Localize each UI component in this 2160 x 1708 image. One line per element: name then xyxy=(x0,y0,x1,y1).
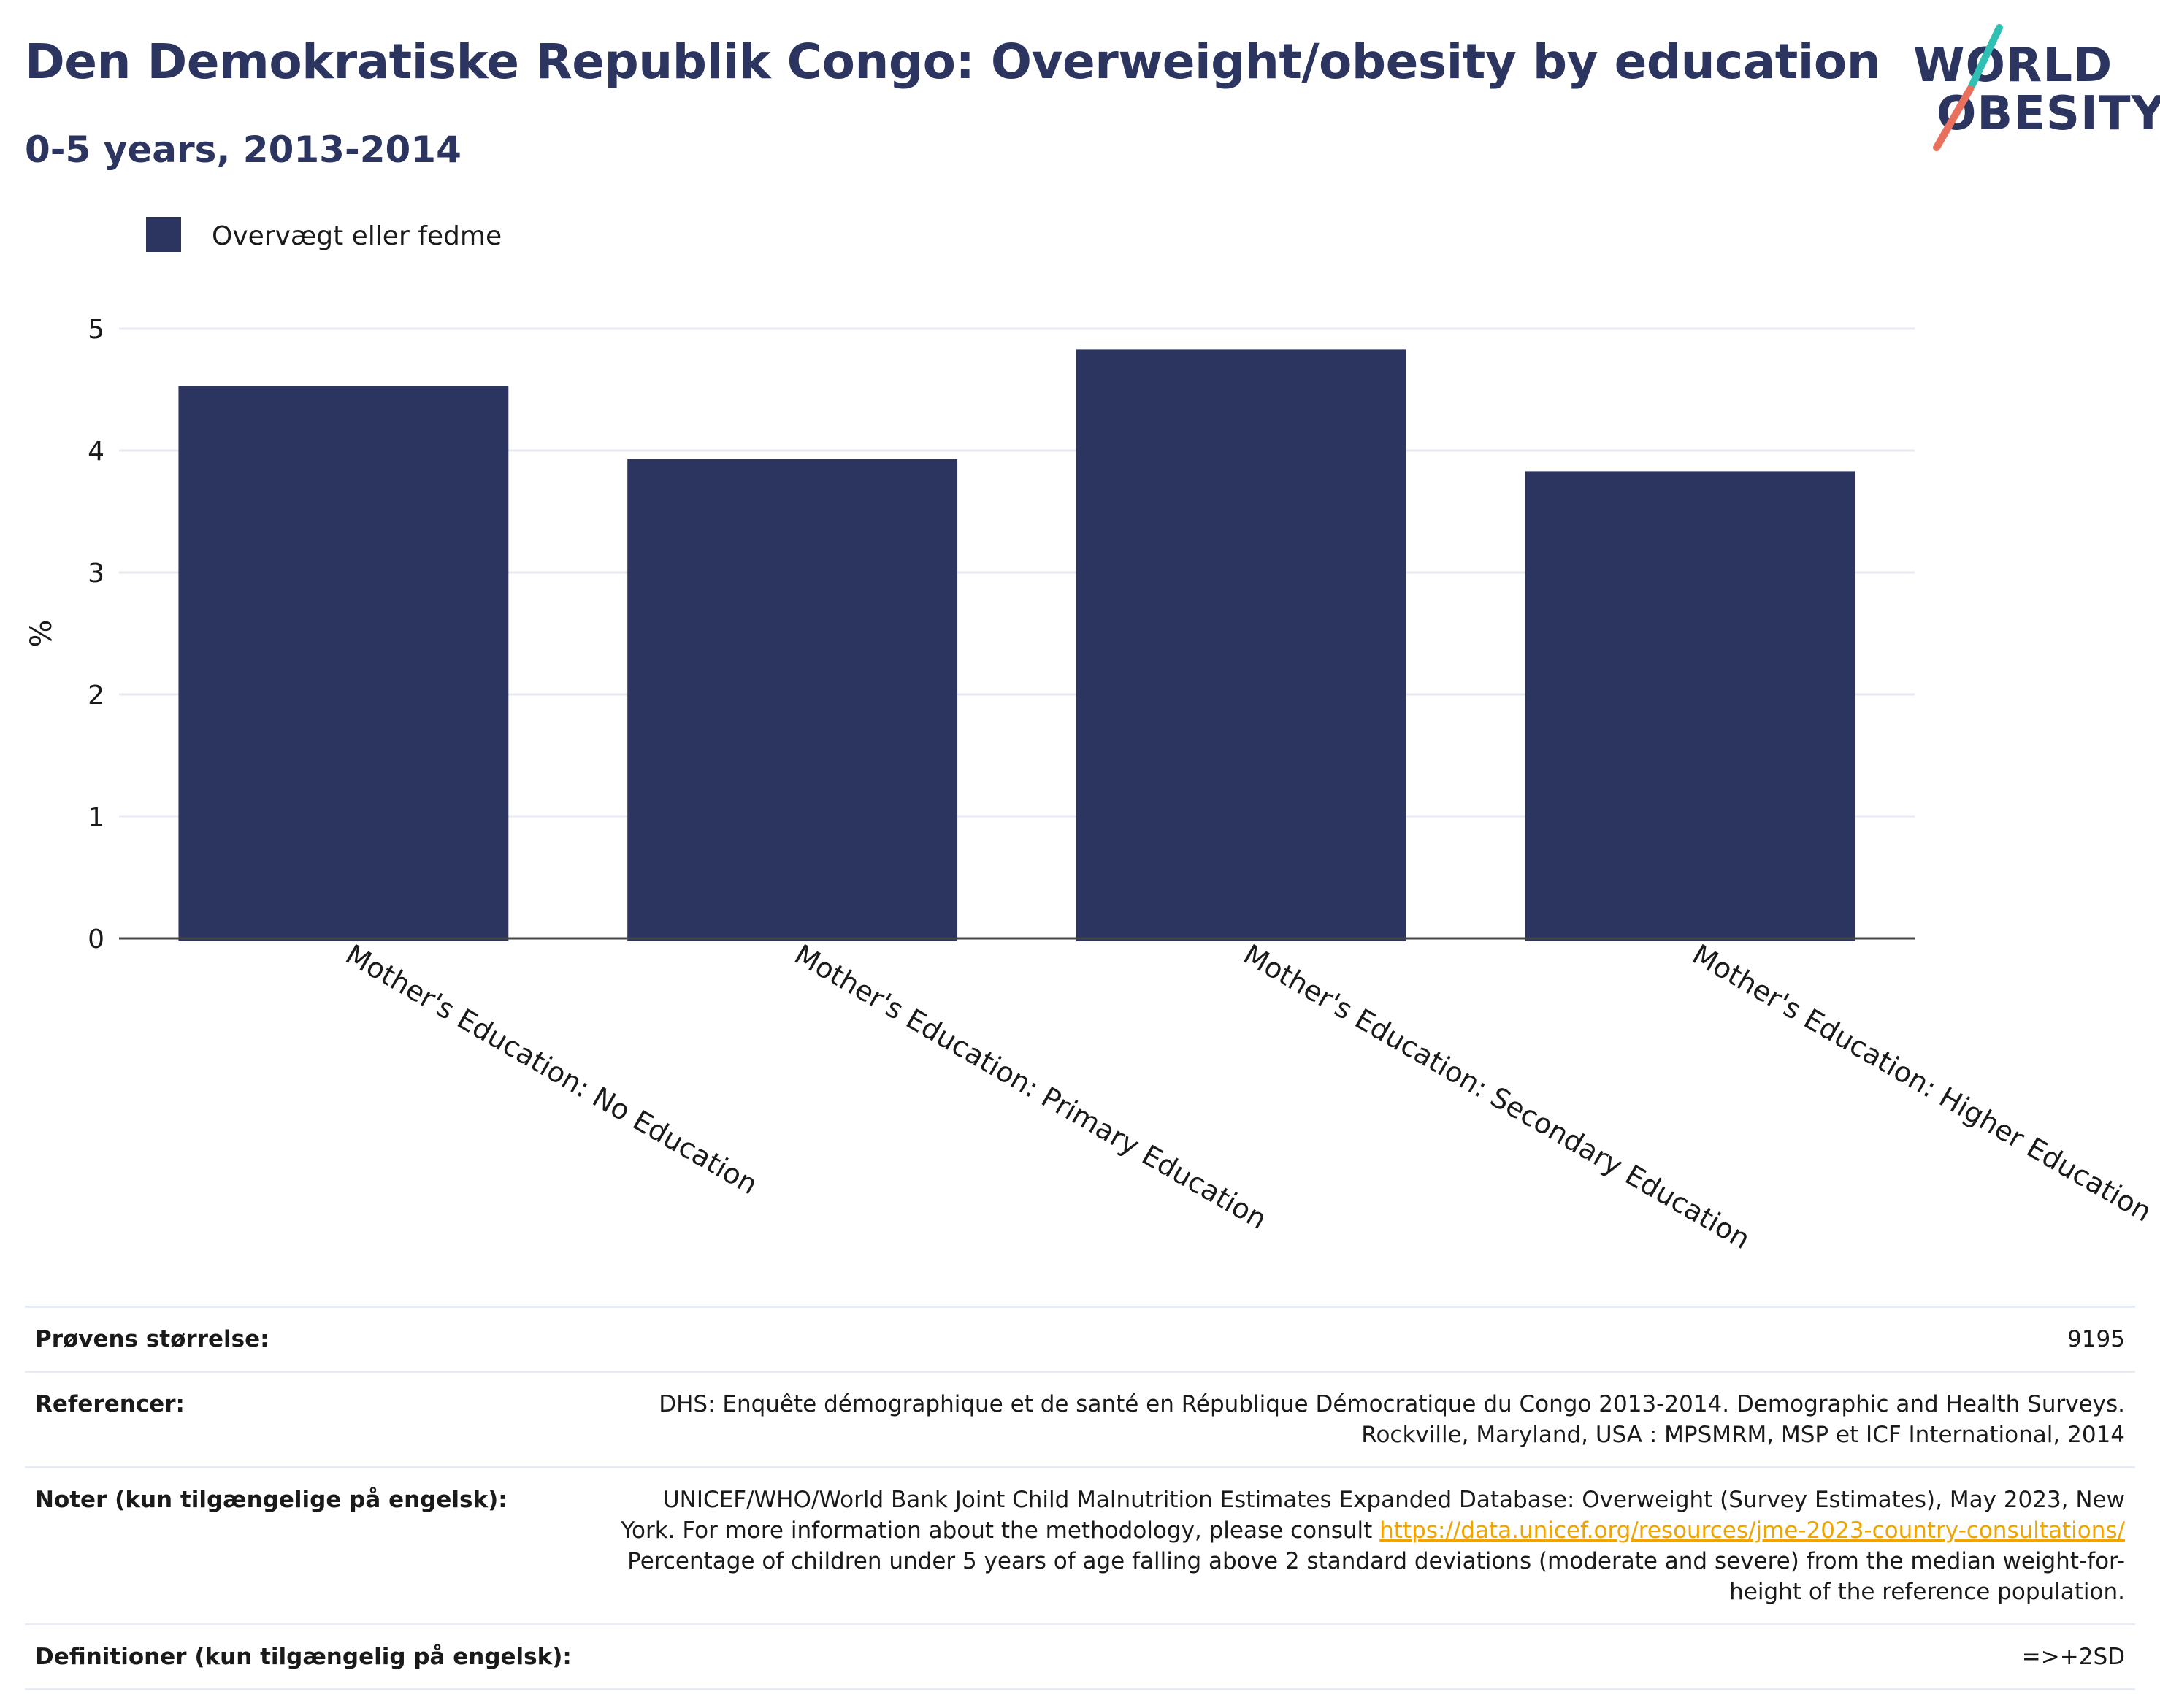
logo-slash-icon xyxy=(1933,24,2003,151)
y-tick-label: 2 xyxy=(88,681,104,711)
y-tick-label: 4 xyxy=(88,437,104,467)
info-row-references: Referencer: DHS: Enquête démographique e… xyxy=(25,1371,2135,1466)
bar-4 xyxy=(1525,471,1855,941)
info-row-definitions: Definitioner (kun tilgængelig på engelsk… xyxy=(25,1623,2135,1690)
notes-line-1: UNICEF/WHO/World Bank Joint Child Malnut… xyxy=(662,1487,2125,1513)
notes-line-2-text: York. For more information about the met… xyxy=(621,1517,1380,1544)
logo-text-obesity: OBESITY xyxy=(1937,87,2160,141)
notes-line-2: York. For more information about the met… xyxy=(590,1515,2125,1546)
references-label: Referencer: xyxy=(35,1391,185,1417)
x-tick-label: Mother's Education: Higher Education xyxy=(1687,938,2157,1228)
bar-3 xyxy=(1076,349,1406,941)
sample-size-label: Prøvens størrelse: xyxy=(35,1326,269,1352)
info-table: Prøvens størrelse: 9195 Referencer: DHS:… xyxy=(25,1306,2135,1690)
definitions-label: Definitioner (kun tilgængelig på engelsk… xyxy=(35,1644,572,1670)
x-tick-label: Mother's Education: Secondary Education xyxy=(1238,938,1755,1256)
page-subtitle: 0-5 years, 2013-2014 xyxy=(25,129,462,171)
info-row-notes: Noter (kun tilgængelige på engelsk): UNI… xyxy=(25,1466,2135,1623)
logo-text-world: WORLD xyxy=(1913,39,2113,93)
x-tick-label: Mother's Education: Primary Education xyxy=(789,938,1273,1236)
y-tick-label: 0 xyxy=(88,924,104,954)
info-row-sample-size: Prøvens størrelse: 9195 xyxy=(25,1306,2135,1371)
notes-link[interactable]: https://data.unicef.org/resources/jme-20… xyxy=(1379,1517,2125,1544)
definitions-value: =>+2SD xyxy=(2021,1644,2125,1670)
legend-label: Overvægt eller fedme xyxy=(212,221,502,251)
sample-size-value: 9195 xyxy=(2067,1326,2125,1352)
legend-swatch xyxy=(146,217,181,252)
references-line-1: DHS: Enquête démographique et de santé e… xyxy=(659,1391,2125,1417)
x-tick-label: Mother's Education: No Education xyxy=(340,938,763,1201)
bar-1 xyxy=(178,386,509,941)
notes-line-3: Percentage of children under 5 years of … xyxy=(627,1548,2125,1574)
notes-label: Noter (kun tilgængelige på engelsk): xyxy=(35,1487,508,1513)
bar-2 xyxy=(627,459,958,941)
page-title: Den Demokratiske Republik Congo: Overwei… xyxy=(25,34,1881,90)
y-tick-label: 3 xyxy=(88,559,104,589)
references-line-2: Rockville, Maryland, USA : MPSMRM, MSP e… xyxy=(1361,1422,2125,1448)
notes-line-4: height of the reference population. xyxy=(1729,1579,2125,1605)
references-value: DHS: Enquête démographique et de santé e… xyxy=(590,1389,2125,1450)
notes-value: UNICEF/WHO/World Bank Joint Child Malnut… xyxy=(590,1485,2125,1607)
y-axis-label: % xyxy=(25,619,58,647)
y-tick-label: 5 xyxy=(88,315,104,345)
y-tick-label: 1 xyxy=(88,803,104,832)
bar-chart: Overvægt eller fedme 0 1 2 3 4 5% Mother's Educ… xyxy=(25,217,2157,1256)
world-obesity-logo: WORLD OBESITY xyxy=(1899,22,2160,161)
